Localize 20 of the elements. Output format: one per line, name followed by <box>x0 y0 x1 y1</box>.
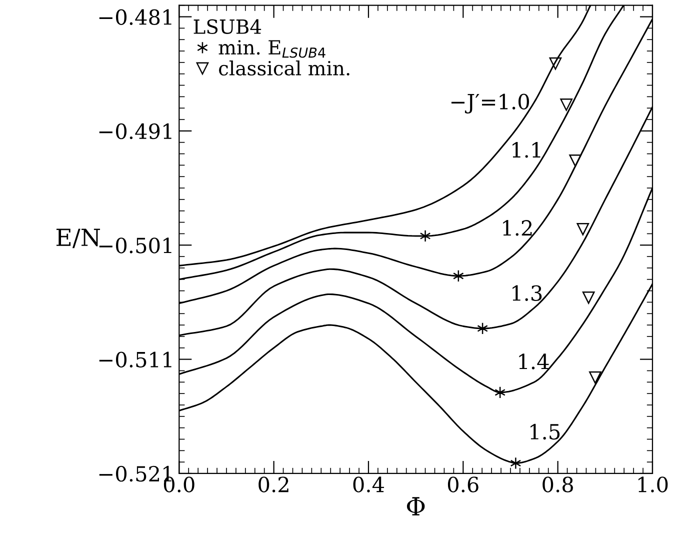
series-label: −J′=1.0 <box>451 94 530 114</box>
series-label: 1.1 <box>512 142 540 158</box>
series-label: 1.3 <box>512 285 542 301</box>
series-label: 1.4 <box>519 354 549 370</box>
y-tick-label: −0.501 <box>99 238 172 254</box>
x-axis-title: Φ <box>406 497 425 516</box>
x-tick-label: 0.8 <box>542 476 573 492</box>
series-label: 1.5 <box>530 424 560 440</box>
y-axis-title: E/N <box>56 228 100 248</box>
legend-label: classical min. <box>219 60 350 76</box>
series-label: 1.2 <box>503 220 532 236</box>
y-tick-label: −0.511 <box>99 352 172 368</box>
y-tick-label: −0.481 <box>99 9 172 25</box>
x-tick-label: 0.2 <box>258 476 288 492</box>
x-tick-label: 0.4 <box>353 476 384 492</box>
x-tick-label: 0.6 <box>448 476 478 492</box>
y-tick-label: −0.491 <box>99 123 172 140</box>
legend-title: LSUB4 <box>194 19 262 34</box>
legend-label: min. E$_{LSUB4}$ <box>218 40 326 58</box>
x-tick-label: 1.0 <box>638 476 668 492</box>
